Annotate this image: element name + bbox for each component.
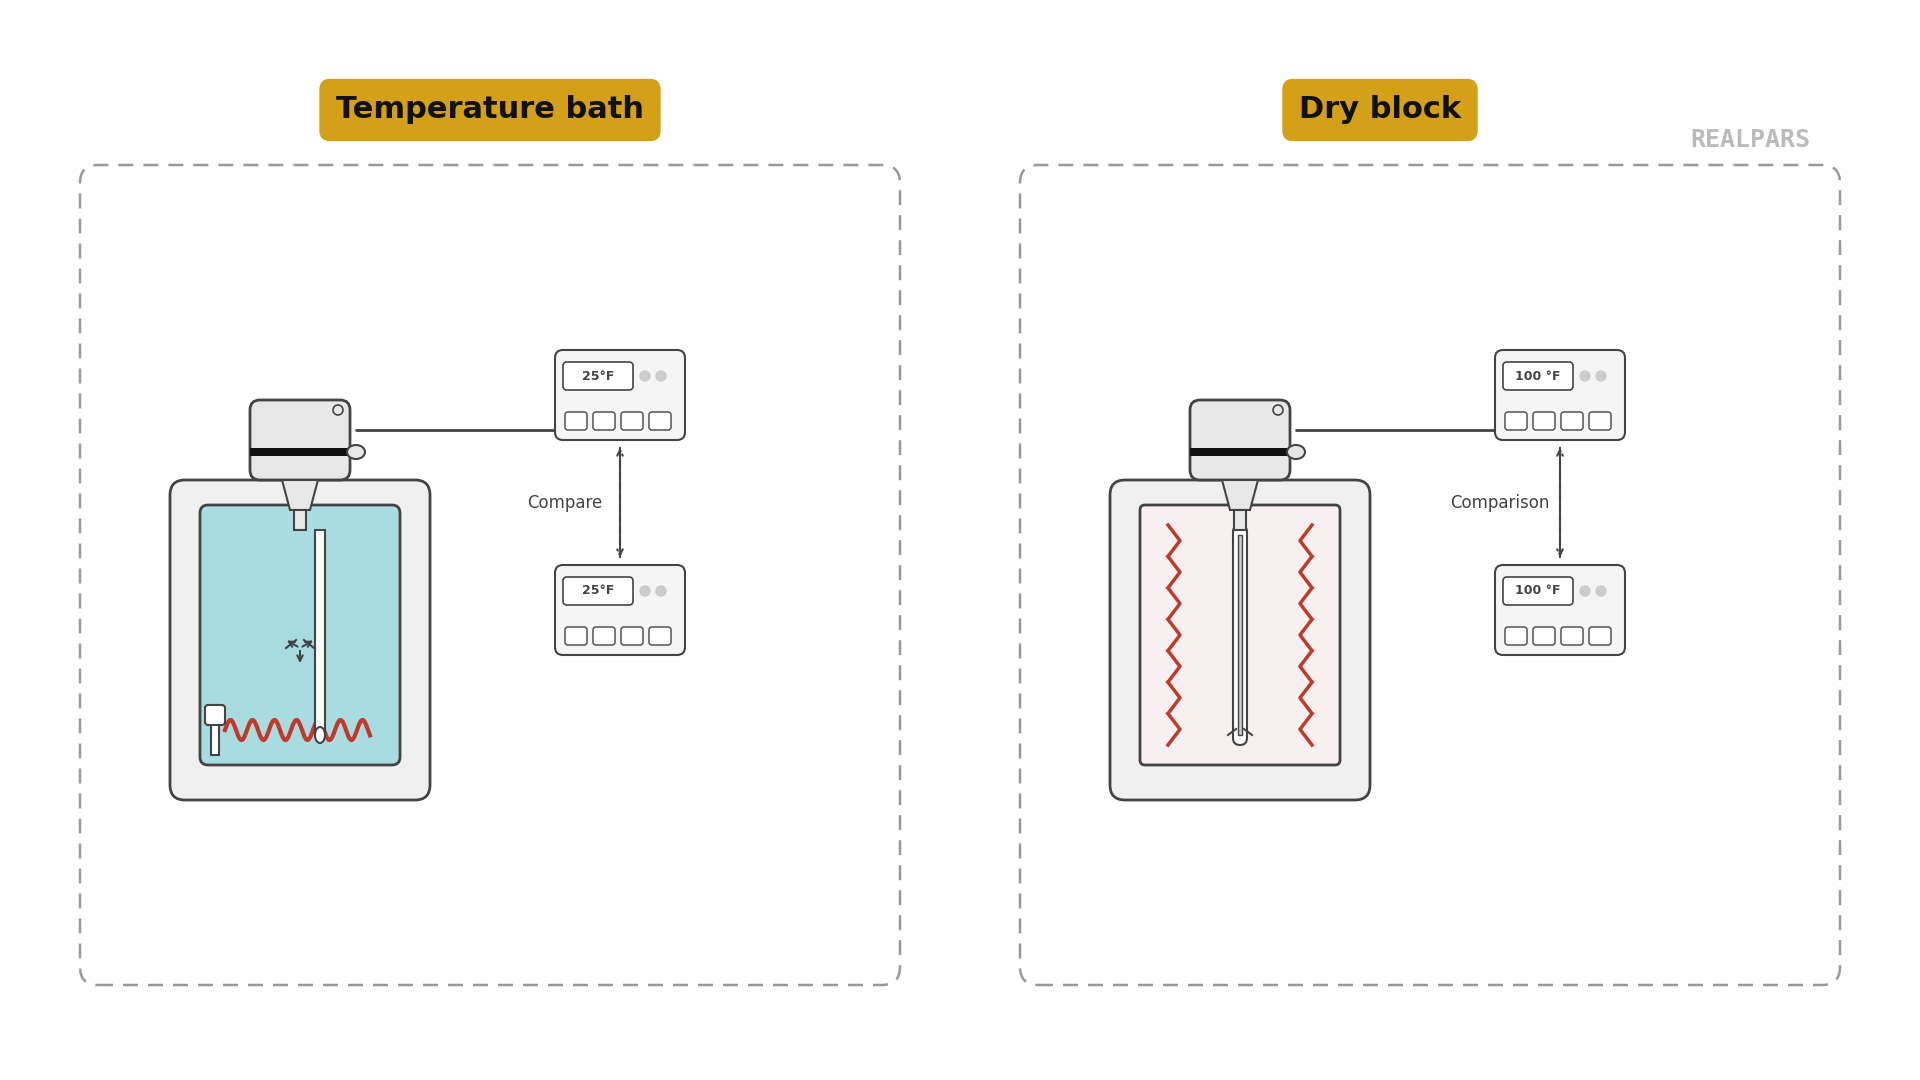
FancyBboxPatch shape (649, 627, 670, 645)
Text: Comparison: Comparison (1450, 494, 1549, 512)
FancyBboxPatch shape (1532, 627, 1555, 645)
FancyBboxPatch shape (564, 411, 588, 430)
FancyBboxPatch shape (1110, 480, 1371, 800)
Text: 100 °F: 100 °F (1515, 584, 1561, 597)
FancyBboxPatch shape (1496, 350, 1624, 440)
Circle shape (332, 405, 344, 415)
Circle shape (1580, 586, 1590, 596)
Bar (294, 510, 305, 530)
FancyBboxPatch shape (1233, 525, 1246, 745)
FancyBboxPatch shape (1532, 411, 1555, 430)
FancyBboxPatch shape (555, 565, 685, 654)
Text: 25°F: 25°F (582, 584, 614, 597)
Text: Compare: Compare (528, 494, 603, 512)
Ellipse shape (1286, 445, 1306, 459)
FancyBboxPatch shape (593, 411, 614, 430)
Text: REALPARS: REALPARS (1690, 129, 1811, 152)
Circle shape (1273, 405, 1283, 415)
Circle shape (657, 586, 666, 596)
FancyBboxPatch shape (564, 627, 588, 645)
Bar (315, 530, 324, 735)
FancyBboxPatch shape (555, 350, 685, 440)
Bar (211, 705, 219, 755)
FancyBboxPatch shape (200, 505, 399, 765)
FancyBboxPatch shape (1561, 411, 1582, 430)
FancyBboxPatch shape (250, 400, 349, 480)
Circle shape (657, 372, 666, 381)
FancyBboxPatch shape (1503, 577, 1572, 605)
FancyBboxPatch shape (171, 480, 430, 800)
FancyBboxPatch shape (649, 411, 670, 430)
FancyBboxPatch shape (1190, 400, 1290, 480)
FancyBboxPatch shape (1590, 411, 1611, 430)
Polygon shape (1221, 480, 1258, 510)
Bar (250, 448, 349, 456)
Circle shape (1596, 586, 1605, 596)
FancyBboxPatch shape (620, 627, 643, 645)
Circle shape (1580, 372, 1590, 381)
FancyBboxPatch shape (593, 627, 614, 645)
Ellipse shape (348, 445, 365, 459)
FancyBboxPatch shape (1505, 411, 1526, 430)
Text: 25°F: 25°F (582, 369, 614, 382)
Bar (1190, 448, 1290, 456)
Text: Temperature bath: Temperature bath (336, 95, 643, 124)
FancyBboxPatch shape (205, 705, 225, 725)
FancyBboxPatch shape (620, 411, 643, 430)
Circle shape (1596, 372, 1605, 381)
Text: 100 °F: 100 °F (1515, 369, 1561, 382)
FancyBboxPatch shape (1505, 627, 1526, 645)
FancyBboxPatch shape (1140, 505, 1340, 765)
FancyBboxPatch shape (1561, 627, 1582, 645)
Circle shape (639, 372, 651, 381)
Ellipse shape (315, 727, 324, 743)
Polygon shape (282, 480, 319, 510)
FancyBboxPatch shape (563, 362, 634, 390)
FancyBboxPatch shape (563, 577, 634, 605)
Bar (1238, 535, 1242, 735)
Text: Dry block: Dry block (1300, 95, 1461, 124)
FancyBboxPatch shape (1496, 565, 1624, 654)
FancyBboxPatch shape (1590, 627, 1611, 645)
FancyBboxPatch shape (1503, 362, 1572, 390)
Bar (1235, 510, 1246, 530)
Circle shape (639, 586, 651, 596)
